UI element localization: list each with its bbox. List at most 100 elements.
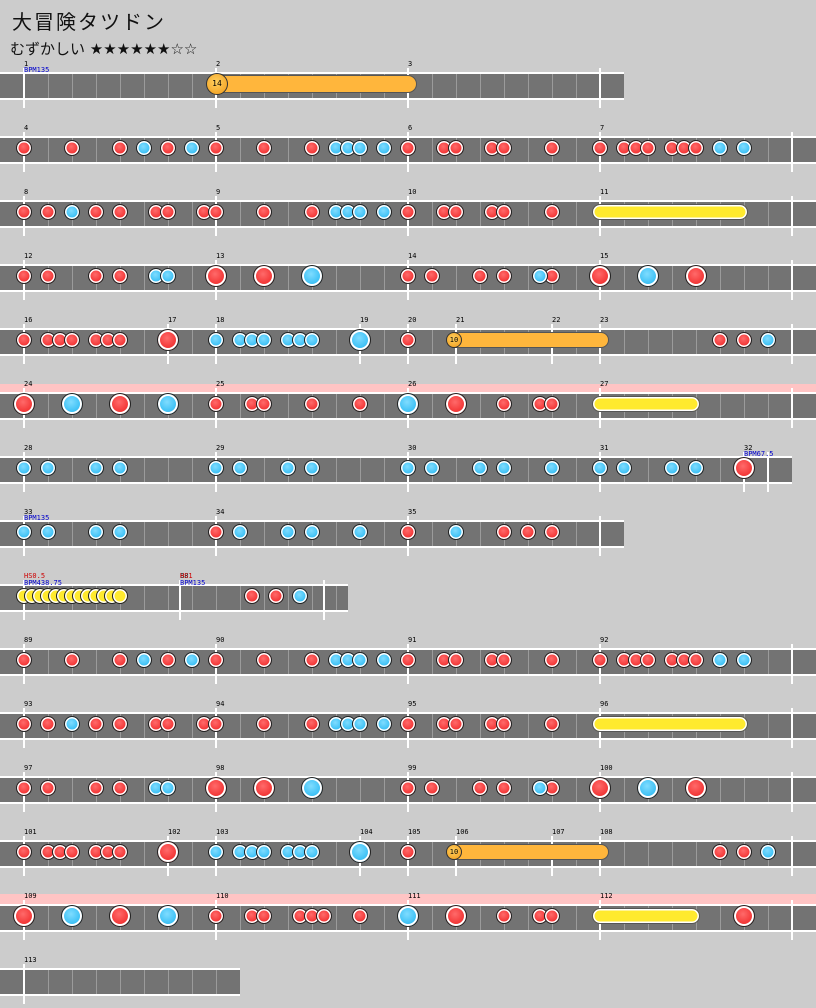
beat-tick: [72, 74, 73, 98]
measure-number: 99: [408, 764, 417, 772]
measure-number: 1: [24, 60, 29, 68]
don-note: [685, 777, 707, 799]
measure-number: 102: [168, 828, 181, 836]
beat-tick: [168, 586, 169, 610]
don-note: [304, 716, 320, 732]
beat-tick: [432, 906, 433, 930]
measure-number: 98: [216, 764, 225, 772]
don-note: [496, 908, 512, 924]
beat-tick: [528, 202, 529, 226]
beat-tick: [384, 906, 385, 930]
measure-number: 15: [600, 252, 609, 260]
don-note: [733, 457, 755, 479]
beat-tick: [480, 138, 481, 162]
beat-tick: [576, 202, 577, 226]
ka-note: [304, 524, 320, 540]
ka-note: [16, 524, 32, 540]
beat-tick: [672, 266, 673, 290]
barline: [23, 964, 25, 1004]
beat-tick: [672, 778, 673, 802]
don-note: [40, 780, 56, 796]
beat-tick: [768, 650, 769, 674]
don-note: [400, 268, 416, 284]
measure-number: 109: [24, 892, 37, 900]
beat-tick: [288, 394, 289, 418]
don-note: [208, 716, 224, 732]
barline: [791, 388, 793, 428]
don-note: [253, 265, 275, 287]
don-note: [424, 268, 440, 284]
don-note: [544, 204, 560, 220]
measure-number: 6: [408, 124, 413, 132]
measure-number: 14: [408, 252, 417, 260]
don-note: [16, 652, 32, 668]
don-note: [445, 393, 467, 415]
barline: [599, 68, 601, 108]
beat-tick: [336, 842, 337, 866]
don-note: [157, 329, 179, 351]
measure-number: 13: [216, 252, 225, 260]
measure-number: 34: [216, 508, 225, 516]
beat-tick: [264, 458, 265, 482]
don-note: [112, 268, 128, 284]
don-note: [208, 204, 224, 220]
don-note: [16, 204, 32, 220]
don-note: [544, 396, 560, 412]
measure-number: 88: [180, 572, 189, 580]
beat-tick: [576, 650, 577, 674]
ka-note: [301, 265, 323, 287]
don-note: [496, 716, 512, 732]
ka-note: [397, 905, 419, 927]
don-note: [400, 204, 416, 220]
measure-number: 32: [744, 444, 753, 452]
beat-tick: [432, 202, 433, 226]
beat-tick: [360, 778, 361, 802]
don-note: [244, 588, 260, 604]
don-note: [304, 652, 320, 668]
ka-note: [352, 204, 368, 220]
beat-tick: [144, 970, 145, 994]
don-note: [400, 844, 416, 860]
beat-tick: [144, 74, 145, 98]
beat-tick: [384, 522, 385, 546]
beat-tick: [768, 714, 769, 738]
balloon-note: 10: [446, 332, 609, 348]
measure-number: 105: [408, 828, 421, 836]
beat-tick: [720, 778, 721, 802]
don-note: [472, 268, 488, 284]
beat-tick: [480, 650, 481, 674]
beat-tick: [120, 970, 121, 994]
ka-note: [112, 524, 128, 540]
ka-note: [232, 524, 248, 540]
beat-tick: [192, 394, 193, 418]
balloon-count: 10: [446, 844, 462, 860]
ka-note: [304, 332, 320, 348]
ka-note: [352, 716, 368, 732]
ka-note: [88, 460, 104, 476]
beat-tick: [336, 522, 337, 546]
beat-tick: [672, 330, 673, 354]
don-note: [16, 268, 32, 284]
ka-note: [136, 652, 152, 668]
ka-note: [352, 140, 368, 156]
beat-tick: [624, 266, 625, 290]
ka-note: [736, 652, 752, 668]
beat-tick: [168, 458, 169, 482]
measure-number: 111: [408, 892, 421, 900]
barline: [179, 580, 181, 620]
difficulty-stars: ★★★★★★☆☆: [89, 40, 198, 58]
beat-tick: [624, 778, 625, 802]
don-note: [736, 332, 752, 348]
measure-number: 23: [600, 316, 609, 324]
beat-tick: [432, 394, 433, 418]
beat-tick: [528, 714, 529, 738]
ka-note: [157, 905, 179, 927]
measure-number: 110: [216, 892, 229, 900]
beat-tick: [240, 714, 241, 738]
don-note: [88, 716, 104, 732]
ka-note: [352, 652, 368, 668]
barline: [791, 900, 793, 940]
ka-note: [712, 652, 728, 668]
beat-tick: [96, 906, 97, 930]
beat-tick: [576, 138, 577, 162]
